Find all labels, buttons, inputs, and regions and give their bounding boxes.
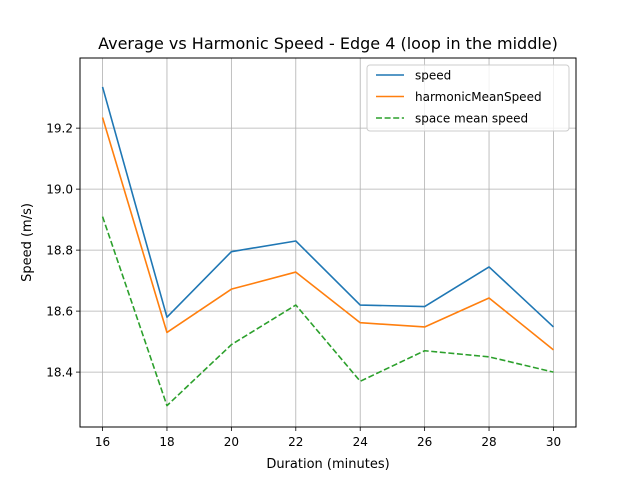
x-tick-label: 30 [546, 435, 561, 449]
y-tick-label: 18.4 [46, 366, 73, 380]
legend-label: space mean speed [415, 112, 528, 126]
x-tick-label: 24 [353, 435, 368, 449]
x-tick-label: 28 [481, 435, 496, 449]
y-axis-label: Speed (m/s) [20, 203, 35, 282]
series-lines [101, 86, 554, 407]
legend: speed harmonicMeanSpeed space mean speed [366, 64, 570, 132]
x-tick-label: 18 [159, 435, 174, 449]
y-tick-label: 19.2 [46, 122, 73, 136]
axis-ticks: 16 18 20 22 24 26 28 30 18.4 18.6 18.8 19.0 19.2 [46, 122, 561, 449]
x-axis-label: Duration (minutes) [266, 457, 389, 472]
series-line-space-mean-speed [101, 216, 554, 407]
y-tick-label: 18.6 [46, 305, 73, 319]
y-tick-label: 19.0 [46, 183, 73, 197]
x-tick-label: 26 [417, 435, 432, 449]
x-tick-label: 16 [95, 435, 110, 449]
x-tick-label: 20 [224, 435, 239, 449]
plot-frame [79, 57, 577, 428]
chart-title: Average vs Harmonic Speed - Edge 4 (loop… [98, 34, 558, 53]
series-line-harmonicmeanspeed [101, 117, 554, 351]
y-tick-label: 18.8 [46, 244, 73, 258]
legend-box [366, 64, 570, 132]
x-tick-label: 22 [288, 435, 303, 449]
series-line-speed [101, 86, 554, 328]
legend-label: speed [415, 69, 451, 83]
legend-label: harmonicMeanSpeed [415, 90, 542, 104]
